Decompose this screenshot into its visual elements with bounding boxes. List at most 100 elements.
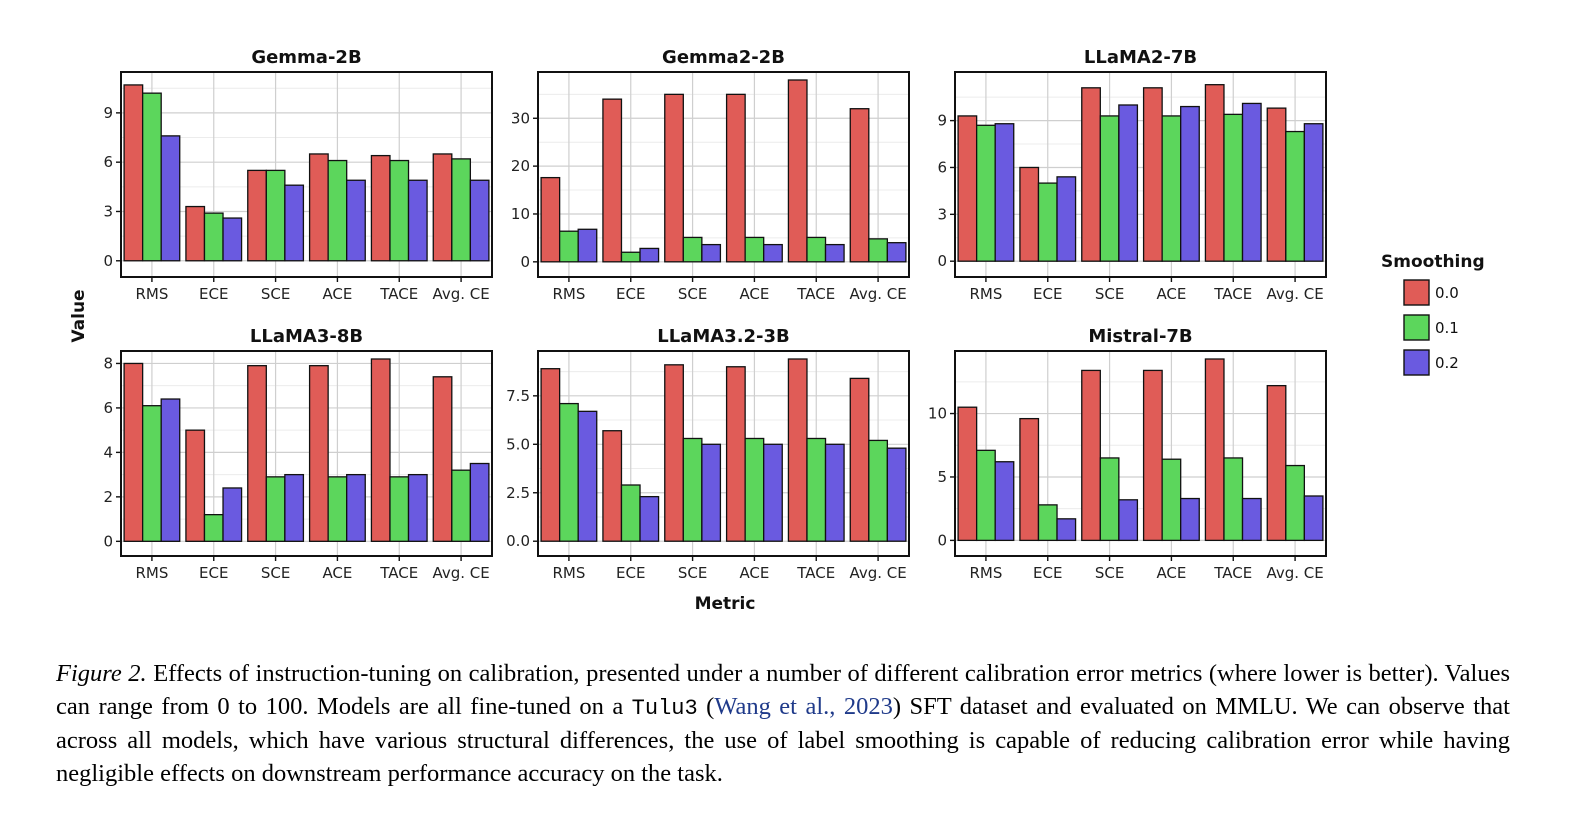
legend-swatch	[1403, 314, 1430, 341]
bar	[284, 473, 305, 542]
bar	[602, 430, 623, 542]
bar	[994, 123, 1015, 262]
bar	[1161, 115, 1182, 262]
bar	[744, 437, 765, 542]
caption-text-before: Effects of instruction-tuning on calibra…	[56, 660, 1510, 720]
x-tick-label: Avg. CE	[432, 564, 489, 582]
x-tick-label: ACE	[739, 564, 769, 582]
plot-frame	[537, 71, 910, 278]
bar	[432, 376, 453, 542]
x-tick-label: RMS	[135, 564, 168, 582]
caption-open-paren: (	[697, 692, 715, 720]
x-tick-label: RMS	[969, 564, 1002, 582]
caption-label: Figure 2.	[56, 660, 147, 687]
x-tick-label: RMS	[552, 564, 585, 582]
bar	[1285, 130, 1306, 262]
bar	[203, 212, 224, 262]
panel: 0 3 6 9 RMS ECE SCE ACE TACE Avg. CE LLaMA2-7B	[937, 47, 1327, 303]
bar	[1180, 497, 1200, 542]
x-tick-label: TACE	[379, 564, 418, 582]
bar	[957, 115, 978, 262]
bar	[327, 159, 348, 262]
y-tick-label: 9	[937, 112, 947, 130]
y-tick-label: 4	[103, 443, 113, 461]
bar	[469, 462, 490, 542]
x-tick-label: ECE	[1033, 285, 1062, 303]
bar	[639, 495, 660, 542]
panel: 0 2 4 6 8 RMS ECE SCE ACE TACE Avg. CE LLaMA3-8B	[103, 326, 493, 582]
bar	[577, 410, 598, 542]
bar	[308, 153, 329, 262]
legend-title: Smoothing	[1381, 252, 1485, 272]
bar	[558, 230, 579, 263]
bar	[868, 238, 889, 263]
x-tick-label: TACE	[796, 564, 835, 582]
y-tick-label: 6	[103, 153, 113, 171]
x-tick-label: ECE	[1033, 564, 1062, 582]
bar	[451, 158, 472, 262]
plot-area	[955, 72, 1326, 277]
y-tick-label: 8	[103, 354, 113, 372]
bar	[824, 243, 845, 263]
bar	[824, 443, 845, 542]
plot-frame	[954, 71, 1327, 278]
y-tick-label: 6	[937, 158, 947, 176]
bar	[370, 358, 391, 542]
y-tick-label: 9	[103, 104, 113, 122]
bar	[160, 135, 181, 262]
x-tick-label: ECE	[616, 285, 645, 303]
x-tick-label: TACE	[1213, 285, 1252, 303]
bar	[1037, 504, 1058, 542]
bar	[123, 84, 144, 262]
x-tick-label: SCE	[1095, 285, 1124, 303]
x-tick-label: SCE	[261, 285, 290, 303]
bar	[1142, 369, 1163, 542]
panel: 0 10 20 30 RMS ECE SCE ACE TACE Avg. CE Gemma2-2B	[511, 47, 910, 303]
x-tick-label: RMS	[135, 285, 168, 303]
x-tick-label: ECE	[199, 285, 228, 303]
bar	[886, 447, 907, 542]
bar	[1180, 105, 1200, 262]
legend-label: 0.1	[1435, 319, 1459, 337]
legend-label: 0.2	[1435, 354, 1459, 372]
bar	[407, 473, 428, 542]
y-tick-label: 0.0	[506, 532, 530, 550]
bar	[957, 406, 978, 542]
bar	[203, 513, 224, 542]
bar	[787, 358, 808, 542]
legend-swatch	[1403, 349, 1430, 376]
panel-title: Gemma-2B	[251, 47, 361, 68]
bar	[701, 243, 722, 263]
bar	[886, 242, 907, 263]
legend-swatch	[1403, 279, 1430, 306]
bar	[451, 469, 472, 542]
bar	[327, 476, 348, 542]
bar	[540, 176, 561, 263]
y-tick-label: 20	[511, 157, 530, 175]
bar	[123, 362, 144, 542]
x-tick-label: ACE	[322, 285, 352, 303]
y-axis-title: Value	[69, 289, 89, 342]
bar	[1241, 497, 1262, 542]
bar	[1285, 464, 1306, 542]
bar	[868, 439, 889, 542]
x-tick-label: TACE	[379, 285, 418, 303]
bar	[682, 437, 703, 542]
bar	[806, 236, 827, 263]
plot-area	[538, 72, 909, 277]
bar	[1056, 518, 1077, 542]
bar	[141, 92, 162, 262]
bar	[1019, 417, 1040, 542]
bar	[806, 437, 827, 542]
plot-area	[955, 351, 1326, 556]
bar	[620, 251, 641, 263]
bar	[1099, 115, 1120, 262]
caption-dataset: Tulu3	[631, 695, 698, 721]
caption-citation-link[interactable]: Wang et al., 2023	[714, 692, 893, 720]
bar	[265, 476, 286, 542]
bar	[370, 154, 391, 262]
x-tick-label: SCE	[678, 564, 707, 582]
panel: 0 5 10 RMS ECE SCE ACE TACE Avg. CE Mistral-7B	[928, 326, 1327, 582]
x-tick-label: ACE	[1156, 564, 1186, 582]
bar	[141, 405, 162, 542]
